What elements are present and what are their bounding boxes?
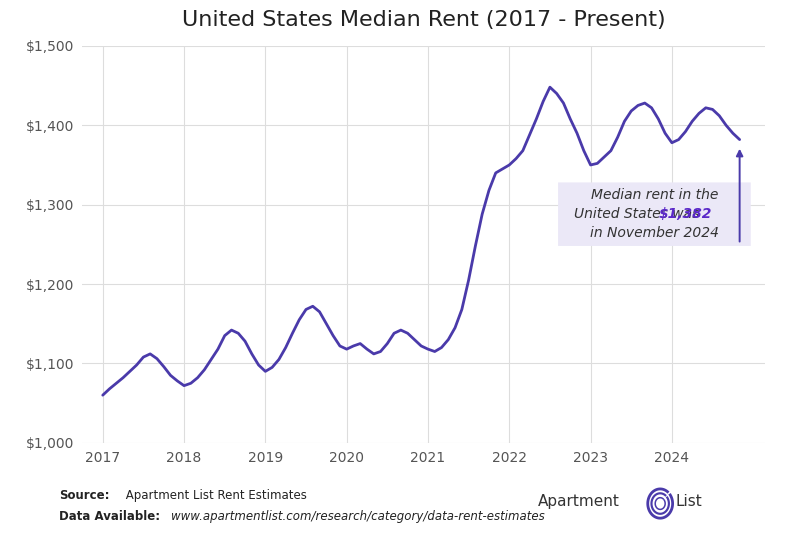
Text: Median rent in the: Median rent in the bbox=[590, 188, 718, 202]
FancyBboxPatch shape bbox=[558, 183, 750, 246]
Text: Apartment List Rent Estimates: Apartment List Rent Estimates bbox=[122, 489, 307, 502]
Title: United States Median Rent (2017 - Present): United States Median Rent (2017 - Presen… bbox=[182, 10, 666, 30]
Text: www.apartmentlist.com/research/category/data-rent-estimates: www.apartmentlist.com/research/category/… bbox=[171, 510, 545, 523]
Text: List: List bbox=[675, 494, 702, 509]
Text: United States was: United States was bbox=[574, 207, 735, 221]
Text: Data Available:: Data Available: bbox=[59, 510, 160, 523]
Text: Source:: Source: bbox=[59, 489, 109, 502]
Text: $1,382: $1,382 bbox=[659, 207, 712, 221]
Text: Apartment: Apartment bbox=[538, 494, 619, 509]
Text: in November 2024: in November 2024 bbox=[590, 226, 719, 240]
